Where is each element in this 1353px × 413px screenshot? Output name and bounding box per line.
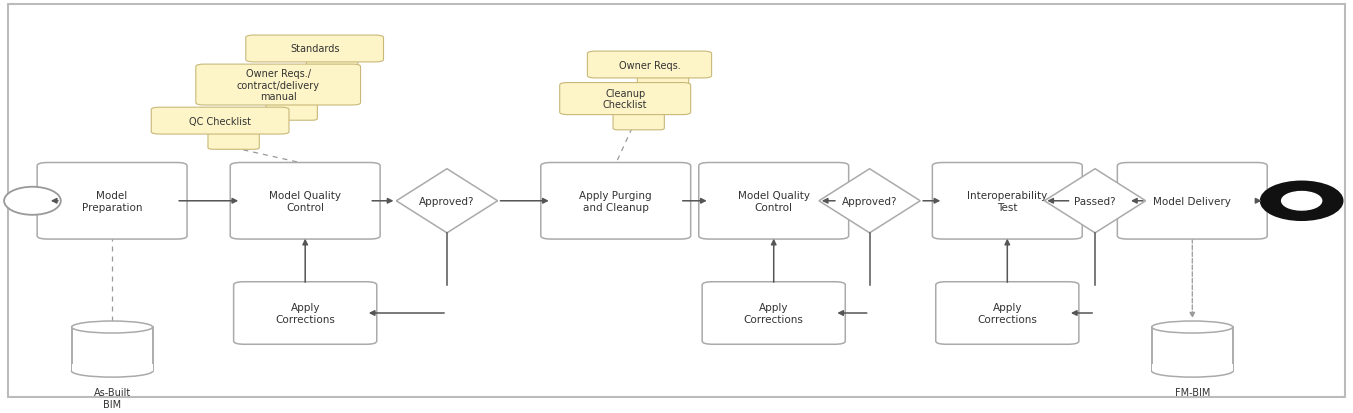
Polygon shape: [396, 169, 498, 233]
Text: Apply
Corrections: Apply Corrections: [744, 302, 804, 324]
FancyBboxPatch shape: [702, 282, 846, 344]
FancyBboxPatch shape: [560, 83, 690, 115]
FancyBboxPatch shape: [587, 52, 712, 79]
Text: Standards: Standards: [290, 44, 340, 55]
FancyBboxPatch shape: [72, 364, 153, 371]
Text: FM-BIM: FM-BIM: [1174, 387, 1210, 397]
Text: Model Quality
Control: Model Quality Control: [269, 190, 341, 212]
FancyBboxPatch shape: [152, 108, 290, 135]
FancyBboxPatch shape: [1118, 163, 1268, 240]
Text: Approved?: Approved?: [842, 196, 897, 206]
Text: As-Built
BIM: As-Built BIM: [93, 387, 131, 409]
Ellipse shape: [72, 321, 153, 333]
Ellipse shape: [1261, 183, 1342, 220]
Text: Model
Preparation: Model Preparation: [83, 190, 142, 212]
Text: Interoperability
Test: Interoperability Test: [967, 190, 1047, 212]
FancyBboxPatch shape: [8, 5, 1345, 397]
Ellipse shape: [1151, 365, 1233, 377]
FancyBboxPatch shape: [932, 163, 1082, 240]
FancyBboxPatch shape: [267, 99, 318, 121]
FancyBboxPatch shape: [208, 128, 260, 150]
FancyBboxPatch shape: [230, 163, 380, 240]
Text: Apply
Corrections: Apply Corrections: [275, 302, 336, 324]
FancyBboxPatch shape: [37, 163, 187, 240]
Text: Owner Reqs.: Owner Reqs.: [618, 60, 681, 70]
Polygon shape: [819, 169, 920, 233]
Text: Apply
Corrections: Apply Corrections: [977, 302, 1038, 324]
FancyBboxPatch shape: [72, 327, 153, 371]
Text: Apply Purging
and Cleanup: Apply Purging and Cleanup: [579, 190, 652, 212]
Ellipse shape: [72, 365, 153, 377]
Text: Model Delivery: Model Delivery: [1153, 196, 1231, 206]
Text: Model Quality
Control: Model Quality Control: [737, 190, 809, 212]
FancyBboxPatch shape: [234, 282, 376, 344]
FancyBboxPatch shape: [613, 108, 664, 131]
FancyBboxPatch shape: [637, 71, 689, 94]
FancyBboxPatch shape: [246, 36, 383, 63]
FancyBboxPatch shape: [936, 282, 1078, 344]
Text: QC Checklist: QC Checklist: [189, 116, 252, 126]
Text: Owner Reqs./
contract/delivery
manual: Owner Reqs./ contract/delivery manual: [237, 69, 319, 102]
FancyBboxPatch shape: [1151, 327, 1233, 371]
FancyBboxPatch shape: [196, 65, 360, 106]
Text: Passed?: Passed?: [1074, 196, 1116, 206]
Polygon shape: [1045, 169, 1146, 233]
Ellipse shape: [1281, 192, 1322, 211]
FancyBboxPatch shape: [1151, 364, 1233, 371]
FancyBboxPatch shape: [307, 56, 357, 78]
Text: Cleanup
Checklist: Cleanup Checklist: [603, 88, 648, 110]
FancyBboxPatch shape: [541, 163, 690, 240]
Ellipse shape: [1151, 321, 1233, 333]
FancyBboxPatch shape: [698, 163, 848, 240]
Ellipse shape: [4, 188, 61, 215]
Text: Approved?: Approved?: [419, 196, 475, 206]
